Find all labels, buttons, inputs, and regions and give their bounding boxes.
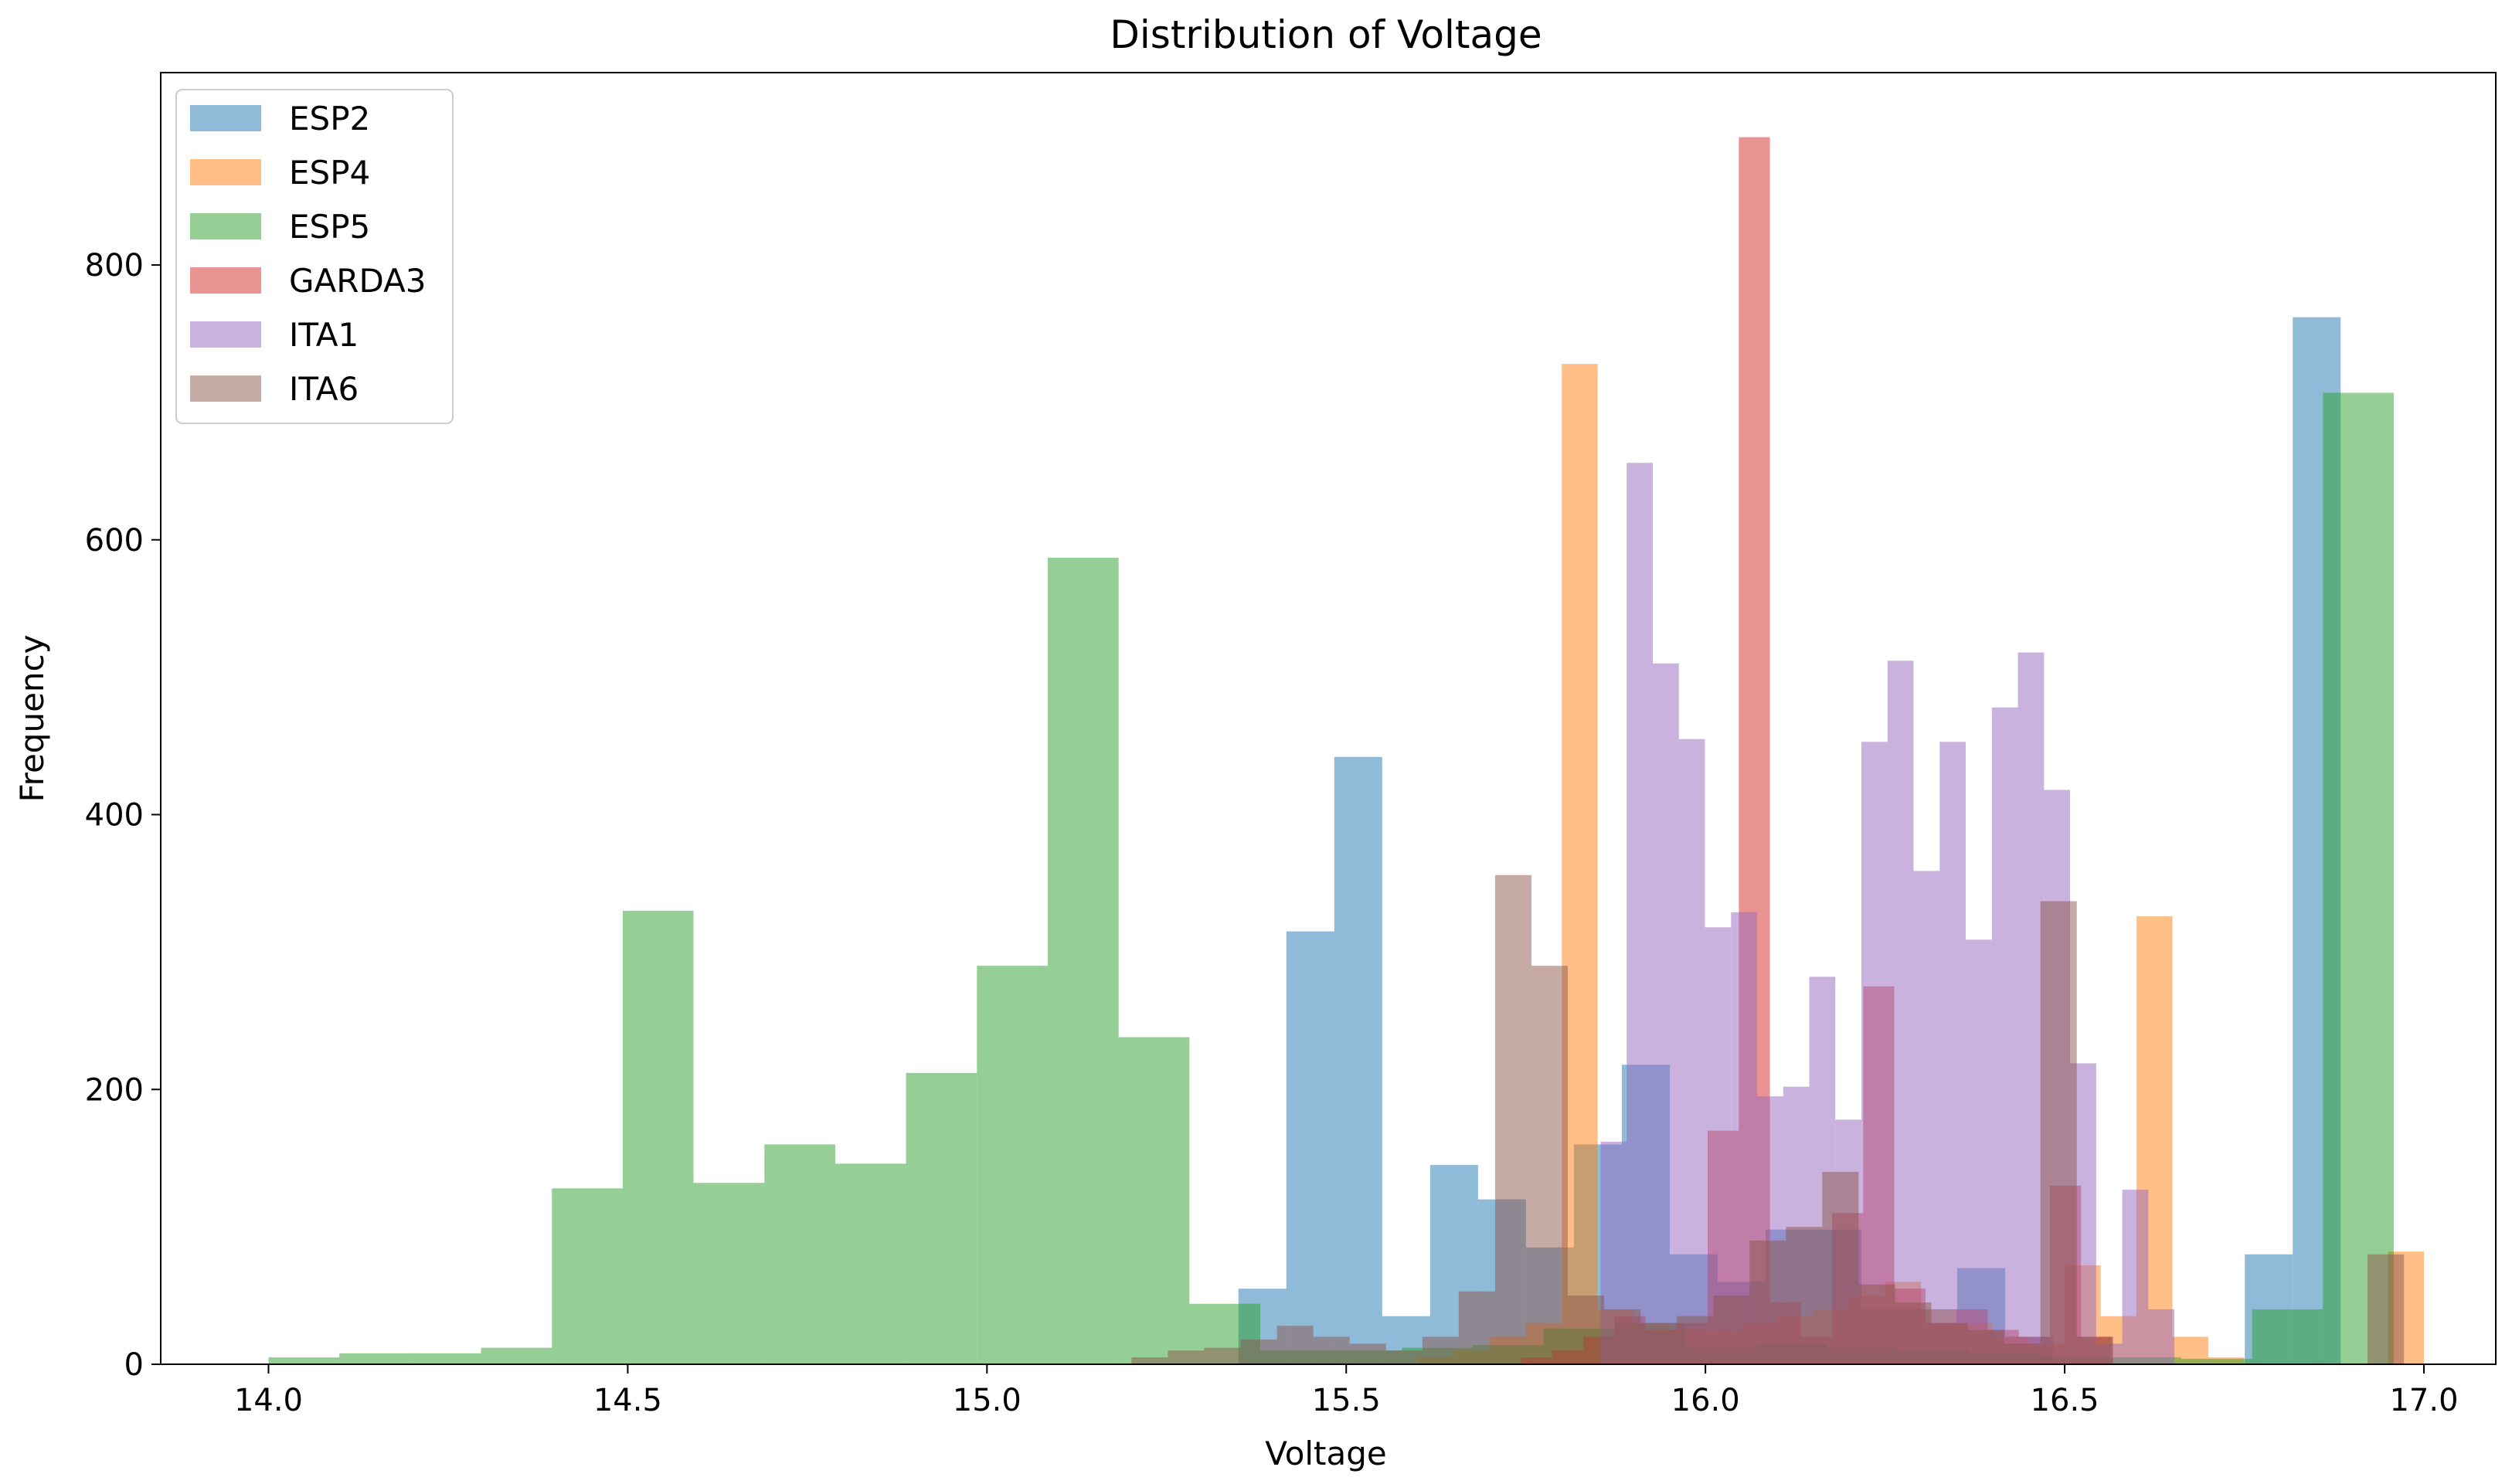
x-tick-label: 16.0 bbox=[1671, 1383, 1740, 1418]
series-ita6 bbox=[1131, 874, 2405, 1364]
bar bbox=[1422, 1336, 1459, 1364]
bar bbox=[835, 1163, 906, 1364]
y-axis-label: Frequency bbox=[13, 635, 51, 803]
bar bbox=[1531, 966, 1569, 1364]
legend-swatch bbox=[190, 321, 261, 348]
bar bbox=[2148, 1309, 2175, 1364]
x-tick-label: 14.0 bbox=[234, 1383, 303, 1418]
x-tick-label: 16.5 bbox=[2031, 1383, 2099, 1418]
bar bbox=[622, 911, 694, 1364]
chart-title: Distribution of Voltage bbox=[1110, 12, 1542, 57]
bar bbox=[1677, 1316, 1714, 1364]
x-tick-label: 15.0 bbox=[953, 1383, 1021, 1418]
bar bbox=[481, 1347, 552, 1364]
legend-items: ESP2 ESP4 ESP5 GARDA3 ITA1 ITA6 bbox=[190, 100, 427, 408]
y-axis-ticks: 0 200 400 600 800 bbox=[85, 248, 161, 1383]
bar bbox=[1131, 1357, 1168, 1364]
bar bbox=[764, 1144, 835, 1364]
x-axis-ticks: 14.0 14.5 15.0 15.5 16.0 16.5 17.0 bbox=[234, 1364, 2459, 1418]
legend-label: ITA6 bbox=[289, 370, 359, 408]
bar bbox=[1705, 927, 1732, 1364]
bar bbox=[1749, 1240, 1786, 1364]
bar bbox=[2252, 1309, 2323, 1364]
bar bbox=[552, 1188, 623, 1364]
bar bbox=[1640, 1323, 1677, 1364]
bar bbox=[1047, 557, 1119, 1364]
legend-swatch bbox=[190, 267, 261, 294]
bar bbox=[1713, 1296, 1750, 1364]
legend-label: ITA1 bbox=[289, 316, 359, 354]
bar bbox=[1276, 1326, 1314, 1364]
legend-swatch bbox=[190, 159, 261, 185]
legend-label: ESP5 bbox=[289, 208, 370, 246]
bar bbox=[1349, 1343, 1386, 1364]
bar bbox=[1913, 871, 1940, 1364]
chart-legend: ESP2 ESP4 ESP5 GARDA3 ITA1 ITA6 bbox=[175, 89, 454, 424]
bar bbox=[2004, 1343, 2041, 1364]
legend-swatch bbox=[190, 375, 261, 402]
bar bbox=[1334, 756, 1382, 1364]
bar bbox=[2368, 1254, 2405, 1364]
bar bbox=[1966, 939, 1992, 1364]
bar bbox=[2076, 1336, 2113, 1364]
legend-label: GARDA3 bbox=[289, 262, 427, 300]
bar bbox=[2323, 392, 2394, 1365]
x-tick-label: 14.5 bbox=[593, 1383, 662, 1418]
legend-swatch bbox=[190, 105, 261, 131]
y-tick-label: 800 bbox=[85, 248, 144, 284]
plot-area-frame bbox=[160, 72, 2497, 1365]
bar bbox=[1240, 1339, 1277, 1364]
y-tick-label: 0 bbox=[124, 1347, 144, 1383]
bar bbox=[1861, 742, 1888, 1364]
bar bbox=[2122, 1190, 2149, 1364]
histogram-bars bbox=[268, 137, 2425, 1365]
bar bbox=[2181, 1358, 2252, 1364]
x-tick-label: 15.5 bbox=[1312, 1383, 1381, 1418]
legend-label: ESP2 bbox=[289, 100, 370, 138]
bar bbox=[977, 966, 1048, 1364]
bar bbox=[268, 1357, 340, 1364]
y-tick-label: 600 bbox=[85, 523, 144, 559]
bar bbox=[1939, 742, 1966, 1364]
bar bbox=[410, 1353, 481, 1364]
bar bbox=[2017, 652, 2045, 1364]
bar bbox=[1887, 660, 1914, 1364]
legend-swatch bbox=[190, 213, 261, 239]
bar bbox=[1678, 739, 1705, 1364]
bar bbox=[1458, 1291, 1495, 1364]
bar bbox=[1118, 1037, 1190, 1364]
bar bbox=[693, 1183, 765, 1364]
y-tick-label: 200 bbox=[85, 1072, 144, 1108]
legend-label: ESP4 bbox=[289, 154, 370, 192]
bar bbox=[1494, 874, 1531, 1364]
bar bbox=[1895, 1302, 1932, 1364]
bar bbox=[1385, 1350, 1423, 1364]
x-axis-label: Voltage bbox=[1265, 1435, 1387, 1472]
bar bbox=[2040, 901, 2077, 1364]
y-tick-label: 400 bbox=[85, 798, 144, 834]
bar bbox=[1627, 463, 1654, 1365]
bar bbox=[1568, 1296, 1605, 1364]
bar bbox=[1313, 1336, 1350, 1364]
x-tick-label: 17.0 bbox=[2389, 1383, 2458, 1418]
bar bbox=[1786, 1227, 1823, 1364]
bar bbox=[1204, 1347, 1241, 1364]
bar bbox=[1168, 1350, 1205, 1364]
bar bbox=[1991, 707, 2018, 1364]
bar bbox=[339, 1353, 410, 1364]
bar bbox=[1822, 1171, 1859, 1364]
bar bbox=[1858, 1284, 1895, 1364]
bar bbox=[1653, 663, 1679, 1364]
bar bbox=[1931, 1323, 1968, 1364]
bar bbox=[1967, 1329, 2004, 1364]
bar bbox=[906, 1072, 977, 1364]
bar bbox=[1604, 1309, 1641, 1364]
bar bbox=[1286, 931, 1334, 1364]
